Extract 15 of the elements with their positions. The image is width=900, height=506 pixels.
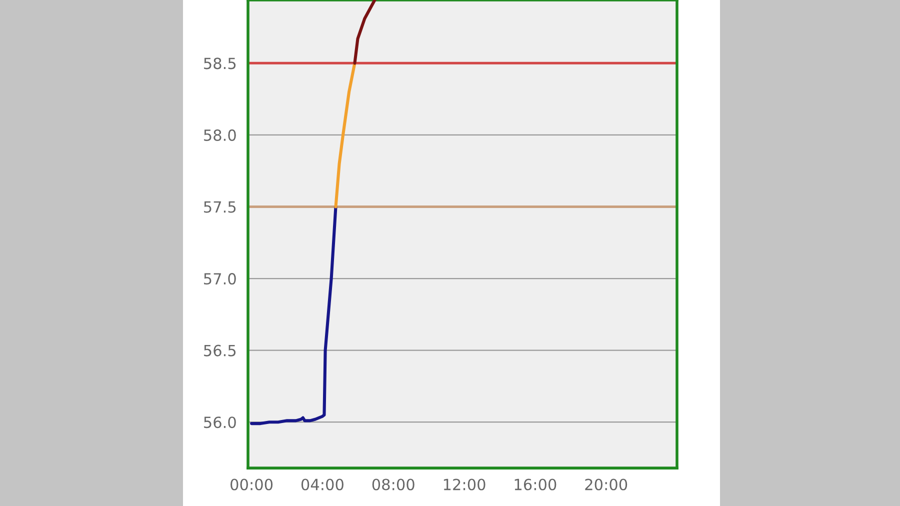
y-tick-label: 56.5	[204, 344, 236, 356]
x-tick-label: 20:00	[585, 478, 628, 490]
y-tick-label: 58.5	[204, 58, 236, 70]
x-tick-label: 12:00	[444, 478, 486, 490]
line-series	[353, 0, 376, 65]
y-tick-label: 58.0	[204, 129, 236, 141]
y-tick-label: 57.0	[204, 273, 236, 285]
y-tick-label: 57.5	[204, 201, 236, 213]
line-series	[250, 205, 338, 426]
line-series	[334, 62, 356, 208]
y-tick-label: 56.0	[204, 416, 236, 428]
x-tick-label: 16:00	[514, 478, 556, 490]
x-tick-label: 08:00	[372, 478, 414, 490]
x-tick-label: 04:00	[301, 478, 344, 490]
x-tick-label: 00:00	[230, 478, 273, 490]
